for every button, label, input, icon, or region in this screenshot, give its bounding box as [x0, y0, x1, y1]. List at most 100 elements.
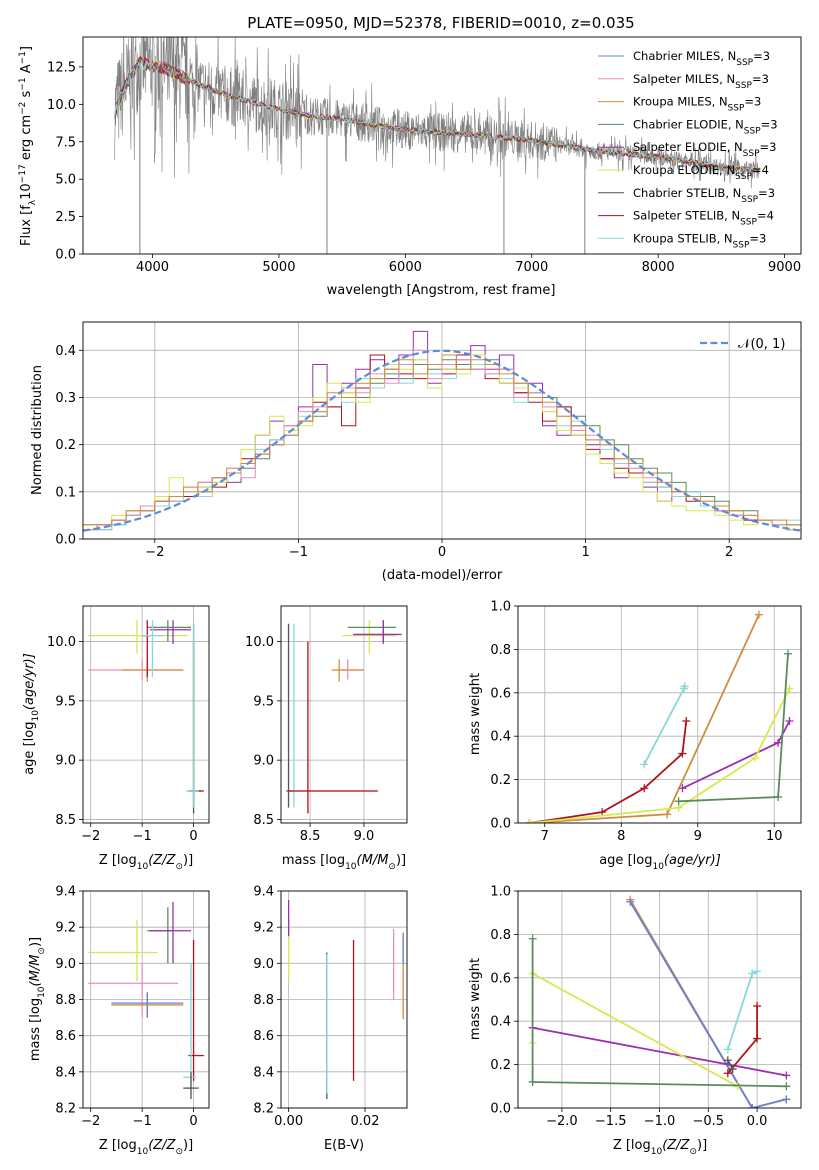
axes: 7 8 9 10 0.0 0.2 0.4 0.6 0.8 1.0: [490, 600, 802, 844]
series-marker: [640, 760, 649, 769]
label-part: 10: [31, 710, 41, 722]
label-part: s: [19, 90, 34, 101]
legend-entry: Kroupa ELODIE, NSSP=4: [633, 163, 769, 182]
label-part: (M/M: [28, 955, 43, 987]
y-axis-label: age [log10(age/yr)]: [22, 653, 41, 775]
series-marker: [728, 1064, 737, 1073]
label-part: =3: [744, 95, 761, 109]
label-part: 10: [345, 862, 357, 872]
label-part: Flux [f: [19, 205, 34, 246]
y-tick-label: 9.2: [55, 921, 76, 936]
x-tick-label: −1: [133, 1114, 152, 1129]
y-tick-label: 2.5: [55, 210, 76, 225]
y-tick-label: 0.4: [55, 344, 76, 359]
y-tick-label: 0.0: [490, 817, 511, 832]
y-tick-label: 8.5: [55, 813, 76, 828]
label-part: SSP: [741, 195, 758, 205]
series-marker: [751, 753, 760, 762]
label-part: Kroupa MILES, N: [633, 95, 728, 109]
label-part: )]: [697, 1138, 707, 1153]
data-point: [183, 1071, 199, 1099]
legend-entry: Kroupa MILES, NSSP=3: [633, 95, 761, 114]
label-part: ⊙: [689, 1147, 697, 1157]
series: [525, 610, 763, 823]
grid: [83, 890, 209, 1109]
label-part: Chabrier ELODIE, N: [633, 117, 744, 131]
x-axis-label: E(B-V): [324, 1138, 364, 1153]
label-part: =3: [752, 72, 769, 86]
label-part: 10: [651, 1147, 663, 1157]
label-part: −1: [18, 51, 28, 64]
x-tick-label: −0.5: [693, 1114, 725, 1129]
y-tick-label: 0.8: [490, 643, 511, 658]
label-part: mass [log: [282, 853, 345, 868]
series: [678, 717, 794, 793]
label-part: SSP: [735, 172, 752, 182]
series-marker: [753, 967, 762, 976]
y-tick-label: 9.5: [55, 694, 76, 709]
label-part: Chabrier STELIB, N: [633, 186, 741, 200]
legend-entry: Salpeter STELIB, NSSP=4: [633, 209, 774, 228]
label-part: ⊙: [175, 862, 183, 872]
plot-area: [528, 895, 791, 1108]
y-tick-label: 9.5: [253, 694, 274, 709]
y-axis-label: mass [log10(M/M⊙)]: [28, 937, 47, 1061]
axes: 4000 5000 6000 7000 8000 9000 0.0 2.5 5.0 7.5 10.0…: [47, 36, 802, 275]
plot-area: [114, 37, 760, 254]
series-marker: [774, 738, 783, 747]
series-marker: [774, 792, 783, 801]
normal-curve: [83, 349, 801, 532]
y-axis-label: Normed distribution: [30, 365, 45, 495]
label-part: )]: [28, 937, 43, 947]
y-tick-label: 1.0: [490, 885, 511, 900]
plot-area: [88, 620, 204, 814]
data-point: [331, 659, 364, 682]
x-tick-label: 7: [541, 829, 549, 844]
label-part: =4: [757, 209, 774, 223]
label-part: SSP: [736, 58, 753, 68]
axes-frame: [517, 605, 802, 824]
legend-entry: Chabrier ELODIE, NSSP=3: [633, 117, 778, 136]
x-tick-label: −1.0: [644, 1114, 676, 1129]
legend-entry: Chabrier MILES, NSSP=3: [633, 49, 770, 68]
label-part: Salpeter MILES, N: [633, 72, 735, 86]
x-tick-label: 10: [766, 829, 783, 844]
y-tick-label: 0.8: [490, 928, 511, 943]
label-part: SSP: [735, 81, 752, 91]
x-tick-label: 0: [438, 545, 446, 560]
label-part: =3: [760, 140, 777, 154]
label-part: age [log: [599, 853, 652, 868]
y-tick-label: 9.0: [55, 957, 76, 972]
data-point: [188, 641, 204, 808]
plot-area: [88, 901, 204, 1099]
series-marker: [753, 1034, 762, 1043]
label-part: erg cm: [19, 115, 34, 164]
legend-entry: Chabrier STELIB, NSSP=3: [633, 186, 775, 205]
series-marker: [748, 1104, 757, 1108]
x-axis-label: Z [log10(Z/Z⊙)]: [99, 853, 193, 872]
label-part: (Z/Z: [148, 1138, 176, 1153]
data-point: [88, 963, 179, 1018]
label-part: ⊙: [388, 862, 396, 872]
label-part: (age/yr)]: [22, 653, 37, 710]
label-part: )]: [183, 853, 193, 868]
label-part: 10: [37, 986, 47, 998]
x-axis-label: (data-model)/error: [382, 568, 503, 583]
series-line: [529, 688, 791, 823]
data-point: [288, 641, 378, 814]
label-part: −1: [18, 77, 28, 90]
label-part: ]: [19, 46, 34, 51]
y-tick-label: 0.3: [55, 391, 76, 406]
label-part: (Z/Z: [662, 1138, 690, 1153]
series-marker: [785, 684, 794, 693]
data-point: [288, 623, 375, 808]
x-tick-label: −2: [81, 829, 100, 844]
legend-entry: Salpeter MILES, NSSP=3: [633, 72, 769, 91]
label-part: SSP: [740, 218, 757, 228]
x-tick-label: 8000: [642, 260, 675, 275]
model-spectrum-line: [114, 59, 760, 173]
axes: 0.00 0.02 8.2 8.4 8.6 8.8 9.0 9.2 9.4: [253, 885, 408, 1129]
x-axis-label: age [log10(age/yr)]: [599, 853, 721, 872]
x-tick-label: −1.5: [595, 1114, 627, 1129]
y-tick-label: 0.6: [490, 971, 511, 986]
